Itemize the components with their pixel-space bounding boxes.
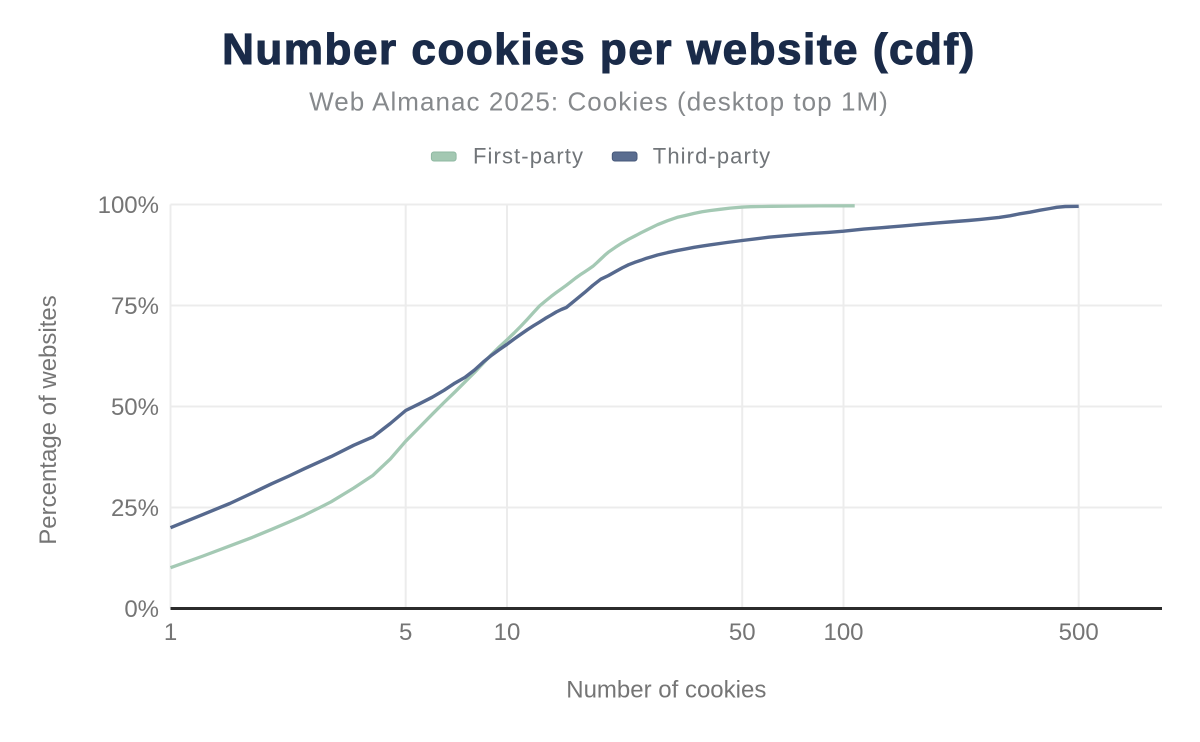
svg-text:0%: 0% xyxy=(124,596,159,623)
svg-text:50: 50 xyxy=(729,619,756,646)
svg-text:5: 5 xyxy=(399,619,412,646)
svg-text:Percentage of websites: Percentage of websites xyxy=(35,295,62,544)
svg-text:Number of cookies: Number of cookies xyxy=(566,677,766,704)
svg-text:10: 10 xyxy=(494,619,521,646)
svg-text:100%: 100% xyxy=(98,192,159,219)
svg-text:1: 1 xyxy=(164,619,177,646)
svg-text:25%: 25% xyxy=(111,495,159,522)
svg-text:500: 500 xyxy=(1059,619,1099,646)
svg-text:Web Almanac 2025: Cookies (des: Web Almanac 2025: Cookies (desktop top 1… xyxy=(309,87,889,117)
svg-text:100: 100 xyxy=(823,619,863,646)
svg-text:First-party: First-party xyxy=(473,144,584,169)
svg-text:Number cookies per website (cd: Number cookies per website (cdf) xyxy=(222,25,976,74)
svg-text:Third-party: Third-party xyxy=(653,144,771,169)
svg-text:50%: 50% xyxy=(111,394,159,421)
svg-text:75%: 75% xyxy=(111,293,159,320)
